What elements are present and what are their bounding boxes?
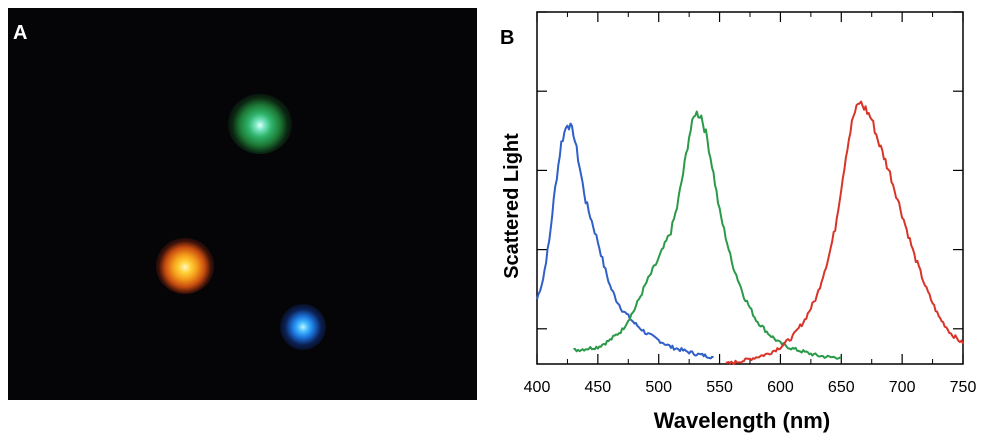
- green-nanoparticle: [228, 94, 292, 154]
- series-lines: [536, 100, 964, 365]
- x-tick-label: 650: [828, 379, 855, 396]
- x-tick-label: 500: [645, 379, 672, 396]
- series-line-1: [573, 110, 842, 360]
- y-axis-title: Scattered Light: [501, 133, 523, 279]
- x-tick-label: 700: [889, 379, 916, 396]
- photo-panel: [8, 8, 477, 400]
- x-tick-labels: 400 450 500 550 600 650 700 750: [524, 379, 977, 396]
- x-tick-label: 750: [950, 379, 977, 396]
- x-axis-title: Wavelength (nm): [654, 408, 830, 433]
- blue-nanoparticle: [280, 304, 326, 350]
- plot-frame: [536, 11, 964, 365]
- panel-b-label: B: [500, 27, 514, 49]
- axis-ticks: [536, 11, 964, 364]
- x-tick-label: 400: [524, 379, 551, 396]
- x-tick-label: 600: [767, 379, 794, 396]
- series-line-2: [725, 100, 964, 365]
- x-tick-label: 550: [706, 379, 733, 396]
- series-line-0: [536, 122, 714, 360]
- panel-a-label: A: [13, 22, 28, 44]
- x-tick-label: 450: [585, 379, 612, 396]
- orange-nanoparticle: [156, 238, 214, 294]
